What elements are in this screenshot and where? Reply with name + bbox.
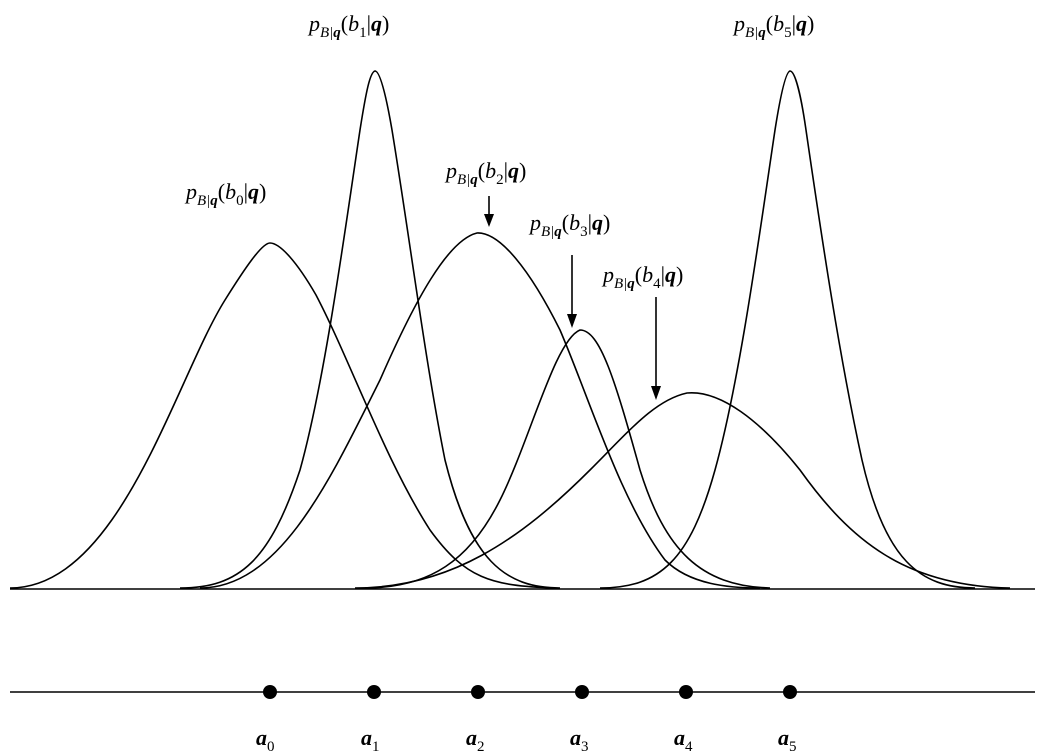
svg-text:pB|q(b5|q): pB|q(b5|q) [732,11,814,41]
curve-label-b4: pB|q(b4|q) [601,262,683,292]
point-a5 [783,685,797,699]
density-curve-b3 [364,329,771,589]
point-label-a0: a0 [256,725,275,753]
point-label-a2: a2 [466,725,485,753]
svg-text:pB|q(b4|q): pB|q(b4|q) [601,262,683,292]
svg-text:pB|q(b3|q): pB|q(b3|q) [528,210,610,240]
curve-label-b5: pB|q(b5|q) [732,11,814,41]
curve-label-b2: pB|q(b2|q) [444,158,526,188]
point-a1 [367,685,381,699]
curve-label-b0: pB|q(b0|q) [184,179,266,209]
point-label-a1: a1 [361,725,380,753]
density-curve-b5 [599,70,976,589]
svg-text:pB|q(b1|q): pB|q(b1|q) [307,11,389,41]
point-a3 [575,685,589,699]
point-label-a5: a5 [778,725,797,753]
svg-text:pB|q(b2|q): pB|q(b2|q) [444,158,526,188]
point-a4 [679,685,693,699]
point-label-a3: a3 [570,725,589,753]
density-curve-b2 [199,232,761,589]
pointer-arrowhead-b2 [484,214,494,227]
point-a0 [263,685,277,699]
density-curve-b4 [354,392,1011,589]
point-a2 [471,685,485,699]
curve-label-b1: pB|q(b1|q) [307,11,389,41]
density-curve-b1 [179,70,561,589]
density-curve-b0 [9,242,556,589]
pointer-arrowhead-b4 [651,386,661,400]
curve-label-b3: pB|q(b3|q) [528,210,610,240]
point-label-a4: a4 [674,725,693,753]
pointer-arrowhead-b3 [567,314,577,328]
svg-text:pB|q(b0|q): pB|q(b0|q) [184,179,266,209]
